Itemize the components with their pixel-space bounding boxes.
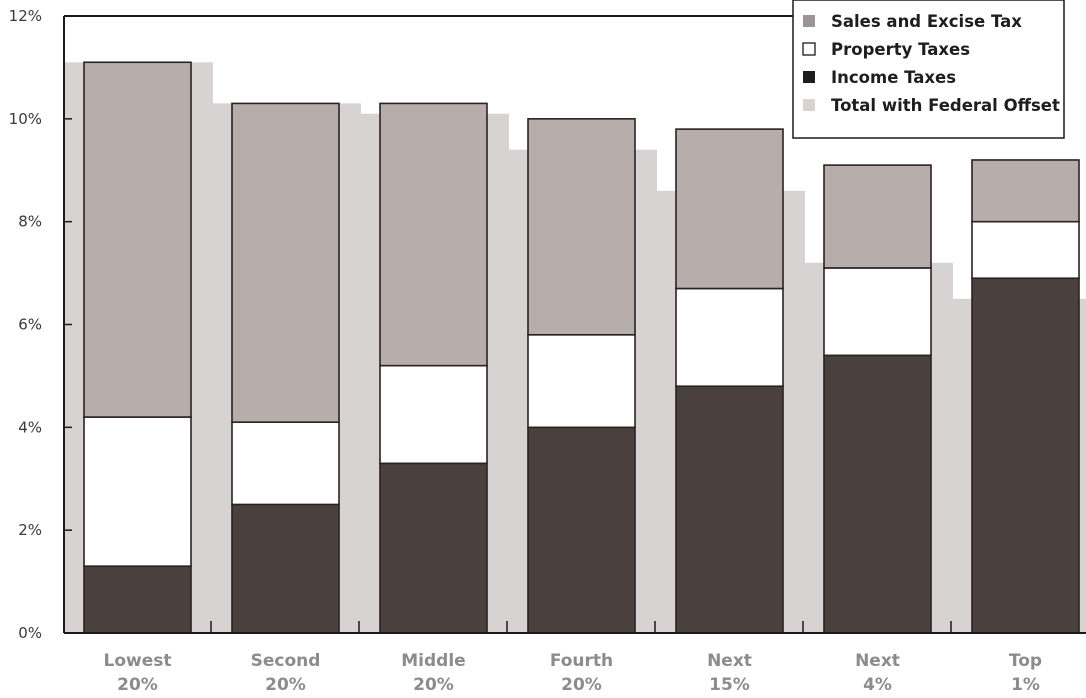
bar-segment-income-taxes-0 bbox=[83, 565, 192, 634]
x-category-label: Next bbox=[855, 651, 900, 671]
y-tick-label: 8% bbox=[18, 213, 42, 231]
bar-segment-sales-and-excise-tax-0 bbox=[83, 61, 192, 418]
axes-layer: 0% 2% 4% 6% 8% 10% 12% Lowest 20% Second 20% Middle… bbox=[9, 7, 1086, 695]
bar-segment-sales-and-excise-tax-2 bbox=[379, 102, 488, 367]
x-category-label: Top bbox=[1009, 651, 1042, 671]
x-category-label: Fourth bbox=[550, 651, 613, 671]
bar-segment-property-taxes-5 bbox=[823, 267, 932, 357]
legend-label: Property Taxes bbox=[831, 40, 970, 59]
legend-swatch bbox=[802, 42, 816, 56]
x-category-label: 20% bbox=[117, 675, 158, 695]
legend-swatch bbox=[803, 15, 815, 27]
x-category-label: Middle bbox=[401, 651, 465, 671]
x-category-label: 20% bbox=[561, 675, 602, 695]
legend-label: Sales and Excise Tax bbox=[831, 12, 1022, 31]
x-category-label: Next bbox=[707, 651, 752, 671]
legend-swatch bbox=[803, 99, 815, 111]
legend-label: Income Taxes bbox=[831, 68, 956, 87]
bar-segment-income-taxes-3 bbox=[527, 426, 636, 634]
bar-segment-sales-and-excise-tax-6 bbox=[971, 159, 1080, 223]
bar-segment-income-taxes-4 bbox=[675, 385, 784, 634]
x-category-label: 1% bbox=[1011, 675, 1040, 695]
y-tick-label: 4% bbox=[18, 418, 42, 436]
bar-segment-property-taxes-6 bbox=[971, 220, 1080, 280]
legend-swatch bbox=[803, 71, 815, 83]
legend: Sales and Excise Tax Property Taxes Income… bbox=[792, 0, 1065, 139]
x-category-label: 20% bbox=[265, 675, 306, 695]
x-category-label: Lowest bbox=[104, 651, 172, 671]
x-category-label: 4% bbox=[863, 675, 892, 695]
bar-segment-income-taxes-6 bbox=[971, 277, 1080, 634]
bar-segment-income-taxes-2 bbox=[379, 462, 488, 634]
y-tick-label: 2% bbox=[18, 521, 42, 539]
bar-segment-property-taxes-0 bbox=[83, 416, 192, 567]
bar-segment-property-taxes-1 bbox=[231, 421, 340, 506]
bar-segment-sales-and-excise-tax-4 bbox=[675, 128, 784, 290]
bar-segment-income-taxes-1 bbox=[231, 503, 340, 634]
bar-segment-property-taxes-4 bbox=[675, 287, 784, 387]
bar-segment-income-taxes-5 bbox=[823, 354, 932, 634]
bar-segment-sales-and-excise-tax-1 bbox=[231, 102, 340, 423]
x-category-label: Second bbox=[251, 651, 321, 671]
legend-box bbox=[792, 0, 1065, 139]
x-category-label: 20% bbox=[413, 675, 454, 695]
bar-segment-property-taxes-3 bbox=[527, 333, 636, 429]
x-category-label: 15% bbox=[709, 675, 750, 695]
bar-segment-property-taxes-2 bbox=[379, 364, 488, 465]
bar-segment-sales-and-excise-tax-3 bbox=[527, 118, 636, 336]
bar-segment-sales-and-excise-tax-5 bbox=[823, 164, 932, 269]
y-tick-label: 12% bbox=[9, 7, 42, 25]
bars-layer bbox=[83, 61, 1080, 634]
y-tick-label: 6% bbox=[18, 316, 42, 334]
y-tick-label: 0% bbox=[18, 624, 42, 642]
y-tick-label: 10% bbox=[9, 110, 42, 128]
legend-label: Total with Federal Offset bbox=[831, 96, 1060, 115]
